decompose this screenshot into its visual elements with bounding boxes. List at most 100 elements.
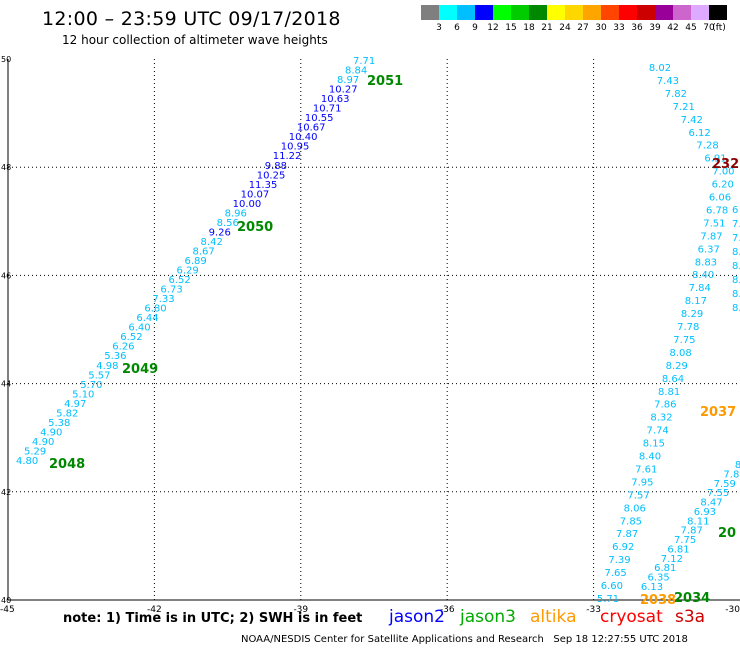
lon-tick-label: -33	[586, 605, 601, 615]
swh-value: 6.40	[128, 323, 150, 334]
pass-number: 2034	[674, 591, 710, 606]
swh-value: 8.81	[658, 387, 680, 398]
swh-value: 6.92	[612, 542, 634, 553]
legend-swatch	[529, 5, 547, 20]
swh-value: 8.	[732, 289, 740, 300]
swh-value: 7.59	[714, 479, 736, 490]
pass-number: 2048	[49, 457, 85, 472]
swh-value: 4.90	[40, 427, 62, 438]
legend-label: 45	[685, 23, 697, 33]
legend-label: 24	[559, 23, 571, 33]
swh-value: 10.27	[329, 85, 358, 96]
pass-number: 2049	[122, 362, 158, 377]
swh-value: 8.	[732, 261, 740, 272]
pass-number: 232	[712, 157, 739, 172]
satellite-name-altika: altika	[530, 607, 577, 627]
swh-value: 6.91	[704, 154, 726, 165]
swh-value: 9.88	[265, 161, 287, 172]
legend-label: 30	[595, 23, 607, 33]
swh-value: 7.2	[732, 233, 740, 244]
swh-value: 7.8	[723, 469, 739, 480]
lon-tick-label: -30	[725, 605, 740, 615]
swh-value: 8.56	[217, 218, 239, 229]
swh-value: 8.96	[225, 208, 247, 219]
pass-number: 2050	[237, 220, 273, 235]
swh-value: 5.29	[24, 446, 46, 457]
swh-value: 10.07	[241, 189, 270, 200]
swh-value: 8.6	[732, 275, 740, 286]
swh-value: 8.40	[692, 270, 714, 281]
lat-tick-label: 46	[1, 271, 11, 280]
swh-value: 4.80	[16, 456, 38, 467]
swh-value: 6.93	[694, 507, 716, 518]
legend-label: 3	[436, 23, 442, 33]
swh-value: 8.42	[201, 237, 223, 248]
lat-tick-label: 48	[1, 163, 11, 172]
swh-value: 7.75	[673, 335, 695, 346]
swh-value: 11.35	[249, 180, 278, 191]
swh-value: 5.57	[88, 370, 110, 381]
legend-swatch	[493, 5, 511, 20]
lat-tick-label: 40	[1, 596, 11, 605]
swh-value: 8.02	[649, 63, 671, 74]
legend-swatch	[655, 5, 673, 20]
legend-swatch	[637, 5, 655, 20]
swh-value: 8.29	[666, 361, 688, 372]
swh-value: 7.82	[665, 89, 687, 100]
legend-swatch	[475, 5, 493, 20]
swh-value: 6	[732, 205, 738, 216]
swh-value: 8.06	[624, 503, 646, 514]
swh-value: 8.40	[639, 452, 661, 463]
legend-swatch	[565, 5, 583, 20]
swh-value: 5.10	[72, 389, 94, 400]
legend-swatch	[601, 5, 619, 20]
swh-value: 10.00	[233, 199, 262, 210]
swh-value: 5.36	[104, 351, 126, 362]
swh-value: 8.83	[695, 257, 717, 268]
satellite-name-cryosat: cryosat	[600, 607, 663, 627]
legend-swatch	[619, 5, 637, 20]
swh-value: 7.61	[635, 464, 657, 475]
swh-value: 7.12	[661, 554, 683, 565]
swh-value: 7.42	[681, 115, 703, 126]
swh-value: 7.55	[707, 488, 729, 499]
swh-value: 4.90	[32, 437, 54, 448]
swh-value: 6.20	[712, 180, 734, 191]
swh-value: 6.89	[185, 256, 207, 267]
lon-tick-label: -45	[0, 605, 15, 615]
swh-value: 8.17	[685, 296, 707, 307]
legend-swatch	[511, 5, 529, 20]
swh-value: 7.21	[673, 102, 695, 113]
swh-value: 8.84	[345, 66, 367, 77]
swh-value: 4.98	[96, 361, 118, 372]
swh-value: 10.63	[321, 94, 350, 105]
swh-value: 8.47	[700, 498, 722, 509]
swh-value: 7.85	[620, 516, 642, 527]
swh-value: 10.25	[257, 170, 286, 181]
swh-value: 8.97	[337, 75, 359, 86]
swh-value: 7.43	[657, 76, 679, 87]
legend-swatch	[457, 5, 475, 20]
legend-swatch	[691, 5, 709, 20]
swh-value: 6.52	[120, 332, 142, 343]
swh-value: 6.80	[144, 304, 166, 315]
page-subtitle: 12 hour collection of altimeter wave hei…	[62, 33, 328, 47]
swh-value: 7.51	[703, 218, 725, 229]
swh-value: 6.13	[641, 582, 663, 593]
swh-value: 7.	[732, 219, 740, 230]
swh-value: 5.82	[56, 408, 78, 419]
swh-value: 4.97	[64, 399, 86, 410]
swh-value: 6.73	[160, 285, 182, 296]
swh-value: 5.70	[80, 380, 102, 391]
pass-number: 20	[718, 526, 736, 541]
legend-unit: (ft)	[712, 23, 726, 33]
swh-value: 6.52	[168, 275, 190, 286]
swh-value: 7.75	[674, 535, 696, 546]
swh-value: 6.44	[136, 313, 158, 324]
satellite-name-s3a: s3a	[675, 607, 706, 627]
swh-value: 7.78	[677, 322, 699, 333]
lat-tick-label: 44	[1, 380, 11, 389]
swh-value: 10.67	[297, 123, 326, 134]
swh-value: 7.65	[605, 568, 627, 579]
